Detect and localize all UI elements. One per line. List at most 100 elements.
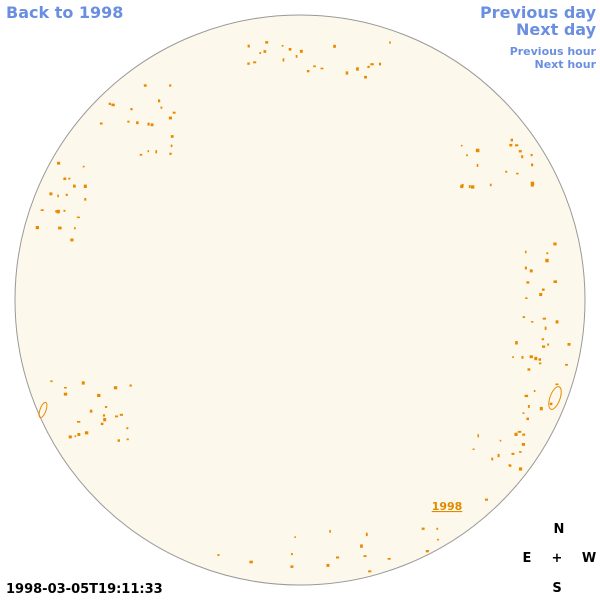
speck [100,422,104,426]
speck [108,102,111,105]
speck [259,52,262,54]
active-regions [35,41,571,573]
speck [113,386,118,390]
speck [553,242,557,246]
speck [521,155,524,159]
speck [115,415,118,418]
speck [170,135,174,138]
previous-hour-link[interactable]: Previous hour [509,45,596,58]
speck [389,41,391,44]
speck [546,252,549,255]
speck [477,434,479,438]
speck [147,150,150,153]
speck [326,563,330,567]
speck [565,363,568,366]
speck [104,406,108,408]
speck [83,184,87,188]
speck [531,321,534,323]
speck [472,448,475,450]
speck [172,111,176,114]
speck [360,544,363,548]
speck [505,170,508,173]
speck [530,181,535,186]
speck [368,570,372,573]
speck [168,116,172,120]
speck [534,356,538,361]
speck [247,44,250,48]
speck [425,550,429,553]
speck [57,194,59,198]
speck [84,431,89,435]
speck [49,192,53,196]
speck [313,65,316,68]
speck [288,48,292,51]
compass-west: W [581,551,597,566]
speck [517,430,522,433]
speck [387,558,391,560]
speck [102,414,106,417]
compass-north: N [553,522,565,537]
speck [524,250,527,254]
speck [529,355,533,359]
speck [525,297,528,299]
speck [365,532,368,537]
speck [129,384,132,387]
speck [519,467,523,471]
speck [363,555,367,557]
speck [68,435,72,439]
speck [74,227,76,230]
speck [84,198,87,201]
speck [160,106,163,109]
speck [56,209,60,214]
region-contour [38,401,48,419]
speck [329,530,331,533]
speck [299,49,303,53]
region-contour [548,386,562,410]
speck [97,393,101,397]
next-day-link[interactable]: Next day [516,20,596,39]
speck [475,148,480,153]
speck [471,185,475,189]
timestamp: 1998-03-05T19:11:33 [6,582,163,597]
compass-east: E [522,551,532,566]
speck [437,538,439,541]
speck [549,402,553,406]
speck [76,216,80,219]
speck [522,433,526,436]
speck [126,427,129,430]
speck [68,177,71,180]
back-link[interactable]: Back to 1998 [6,3,124,22]
speck [249,560,253,564]
speck [119,413,123,416]
speck [510,138,513,142]
previous-day-link[interactable]: Previous day [479,3,596,22]
speck [521,443,525,446]
disk-label[interactable]: 1998 [432,500,463,513]
speck [58,226,62,230]
speck [150,123,154,127]
speck [265,41,269,44]
solar-disk [14,14,586,586]
speck [345,71,349,75]
speck [263,50,267,53]
speck [468,185,471,188]
speck [539,406,543,411]
speck [518,150,522,153]
speck [489,183,492,187]
speck [516,172,519,175]
speck [294,536,296,538]
speck [57,161,61,165]
speck [130,108,133,111]
speck [524,394,529,398]
speck [511,452,515,455]
speck [217,554,220,556]
next-hour-link[interactable]: Next hour [534,58,597,71]
speck [499,439,502,442]
speck [531,163,534,167]
speck [519,451,522,453]
speck [476,163,479,167]
speck [147,122,150,126]
speck [74,435,77,438]
speck [378,62,381,66]
